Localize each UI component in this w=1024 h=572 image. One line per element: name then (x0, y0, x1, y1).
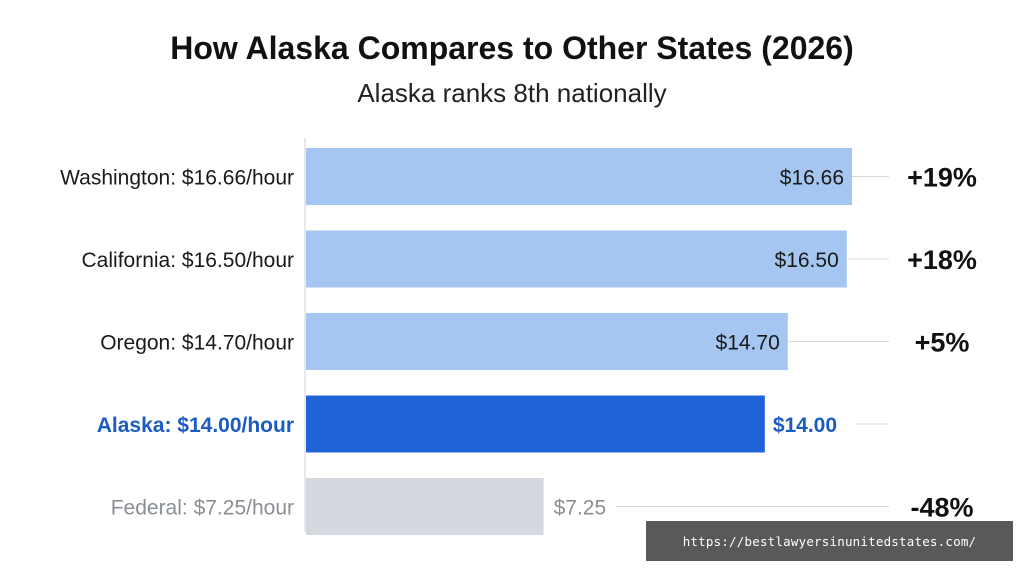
chart-subtitle: Alaska ranks 8th nationally (357, 78, 667, 108)
comparison-label: +19% (907, 163, 977, 193)
category-label: Washington: $16.66/hour (60, 167, 294, 190)
value-label: $7.25 (554, 497, 607, 520)
comparison-label: +5% (915, 328, 970, 358)
bar (306, 313, 788, 370)
comparison-label: +18% (907, 245, 977, 275)
chart-title: How Alaska Compares to Other States (202… (170, 30, 854, 66)
value-label: $16.50 (775, 249, 839, 272)
bar (306, 478, 544, 535)
bar (306, 148, 852, 205)
category-label: Alaska: $14.00/hour (97, 414, 294, 437)
bar (306, 395, 765, 453)
value-label: $14.00 (773, 414, 837, 437)
watermark-url: https://bestlawyersinunitedstates.com/ (646, 521, 1013, 561)
category-label: Federal: $7.25/hour (111, 497, 294, 520)
value-label: $16.66 (780, 167, 844, 190)
comparison-label: -48% (910, 493, 973, 523)
value-label: $14.70 (716, 332, 780, 355)
category-label: Oregon: $14.70/hour (100, 332, 294, 355)
bar (306, 230, 847, 288)
category-label: California: $16.50/hour (82, 249, 294, 272)
